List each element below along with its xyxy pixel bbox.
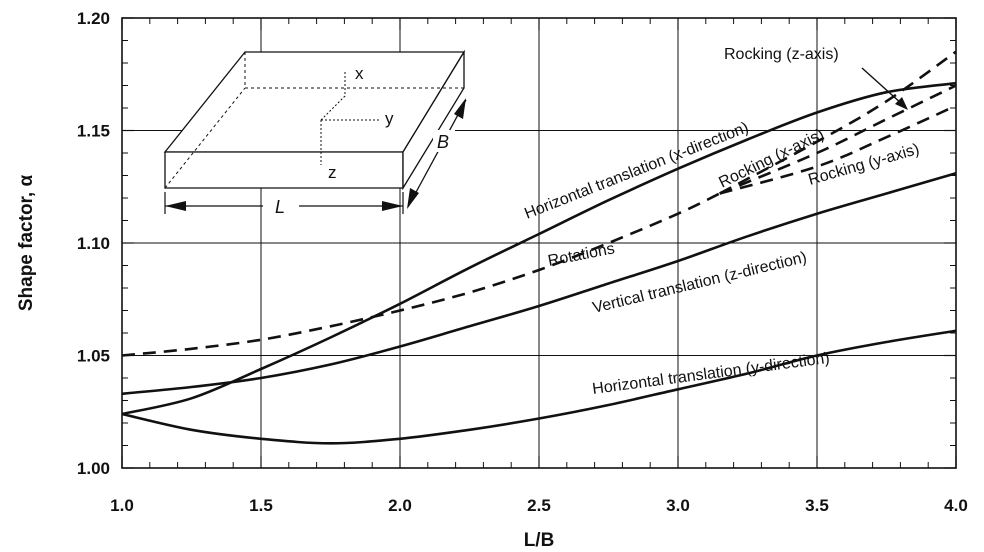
label-vertical-z: Vertical translation (z-direction) — [591, 249, 809, 317]
x-tick-label: 4.0 — [944, 496, 968, 515]
x-tick-label: 3.5 — [805, 496, 829, 515]
y-axis-title: Shape factor, α — [16, 175, 37, 312]
label-rotations: Rotations — [547, 240, 617, 270]
series-line-rocking-z-axis — [719, 50, 957, 195]
series-line-rocking-y-axis — [719, 104, 957, 195]
x-axis-title: L/B — [524, 530, 555, 551]
x-tick-label: 2.5 — [527, 496, 551, 515]
label-horizontal-x: Horizontal translation (x-direction) — [522, 119, 751, 222]
series-line-vertical-translation-z-direction — [121, 171, 957, 396]
footing-diagram: x y z L B — [163, 49, 467, 217]
x-tick-label: 2.0 — [388, 496, 412, 515]
b-dimension-line — [407, 99, 467, 208]
y-tick-label: 1.20 — [77, 9, 110, 28]
inset-b-label: B — [437, 132, 449, 152]
series-line-horizontal-translation-x-direction — [121, 81, 957, 416]
y-tick-labels: 1.00 1.05 1.10 1.15 1.20 — [77, 9, 110, 478]
inset-x-label: x — [355, 64, 364, 83]
series-line-horizontal-translation-y-direction — [121, 329, 957, 445]
series-line-rocking-x-axis — [719, 84, 957, 195]
x-tick-labels: 1.0 1.5 2.0 2.5 3.0 3.5 4.0 — [110, 496, 968, 515]
x-tick-label: 1.5 — [249, 496, 273, 515]
y-tick-label: 1.00 — [77, 459, 110, 478]
x-tick-label: 3.0 — [666, 496, 690, 515]
series-lines — [121, 50, 957, 445]
inset-l-label: L — [275, 197, 285, 217]
inset-z-label: z — [328, 163, 337, 182]
y-tick-label: 1.10 — [77, 234, 110, 253]
plot-frame — [121, 17, 957, 469]
y-tick-label: 1.15 — [77, 122, 110, 141]
series-line-rotations — [121, 192, 721, 357]
inset-y-label: y — [385, 109, 394, 128]
footing-front-face — [164, 151, 404, 189]
label-horizontal-y: Horizontal translation (y-direction) — [591, 350, 830, 398]
label-rocking-z: Rocking (z-axis) — [724, 46, 839, 63]
y-tick-label: 1.05 — [77, 347, 110, 366]
x-tick-label: 1.0 — [110, 496, 134, 515]
x-axis-dashed — [320, 72, 346, 121]
rocking-z-leader-arrow — [861, 67, 908, 110]
